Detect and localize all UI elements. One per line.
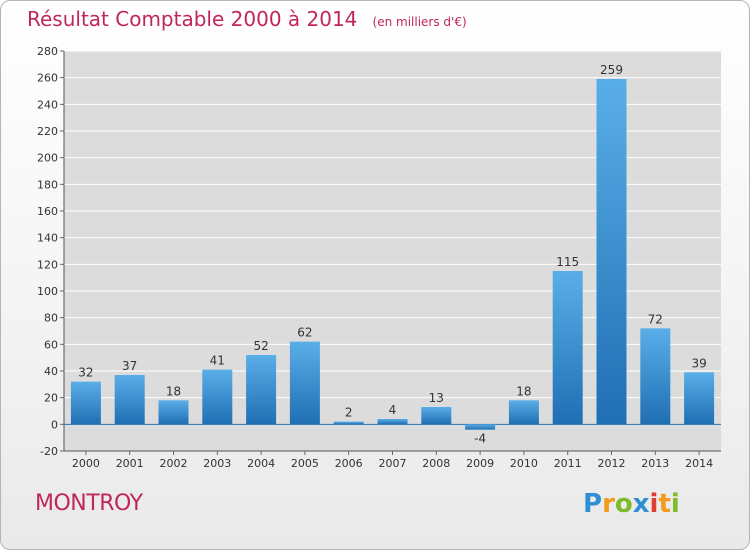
x-tick-label: 2002	[160, 457, 188, 470]
bar	[377, 419, 408, 425]
x-tick-label: 2006	[335, 457, 363, 470]
data-label: 4	[389, 403, 397, 417]
bar	[465, 424, 496, 430]
x-tick-label: 2013	[641, 457, 669, 470]
y-tick-label: 140	[37, 232, 58, 245]
x-tick-label: 2012	[598, 457, 626, 470]
data-label: 62	[297, 326, 312, 340]
y-tick-label: 0	[51, 418, 58, 431]
chart-subtitle: (en milliers d'€)	[372, 15, 467, 29]
bar	[684, 372, 715, 425]
y-tick-label: 260	[37, 72, 58, 85]
bar	[114, 375, 145, 425]
data-label: 18	[166, 384, 181, 398]
y-tick-label: 120	[37, 258, 58, 271]
data-label: 39	[691, 356, 706, 370]
y-tick-label: 100	[37, 285, 58, 298]
bar	[508, 400, 539, 425]
bar	[70, 381, 101, 425]
y-tick-label: 180	[37, 178, 58, 191]
x-tick-label: 2003	[203, 457, 231, 470]
data-label: 115	[556, 255, 579, 269]
y-tick-label: 80	[44, 312, 58, 325]
bar	[333, 421, 364, 425]
y-tick-label: 160	[37, 205, 58, 218]
x-tick-label: 2005	[291, 457, 319, 470]
bar	[640, 328, 671, 425]
bar	[596, 79, 627, 425]
x-tick-label: 2001	[116, 457, 144, 470]
bar	[289, 341, 320, 425]
bar	[158, 400, 189, 425]
chart-title: Résultat Comptable 2000 à 2014	[27, 7, 358, 31]
data-label: 37	[122, 359, 137, 373]
x-tick-label: 2004	[247, 457, 275, 470]
y-tick-label: 40	[44, 365, 58, 378]
x-tick-label: 2014	[685, 457, 713, 470]
y-tick-label: -20	[40, 445, 58, 458]
x-tick-label: 2000	[72, 457, 100, 470]
data-label: 41	[210, 354, 225, 368]
bar	[421, 407, 452, 425]
proxiti-logo: Proxiti	[583, 489, 680, 519]
data-label: 52	[253, 339, 268, 353]
commune-name: MONTROY	[35, 491, 143, 516]
y-tick-label: 220	[37, 125, 58, 138]
data-label: -4	[474, 432, 486, 446]
bar	[246, 355, 277, 425]
x-tick-label: 2010	[510, 457, 538, 470]
x-tick-label: 2011	[554, 457, 582, 470]
y-tick-label: 20	[44, 392, 58, 405]
y-tick-label: 200	[37, 152, 58, 165]
y-tick-label: 280	[37, 45, 58, 58]
data-label: 32	[78, 366, 93, 380]
y-tick-label: 60	[44, 338, 58, 351]
bar	[202, 369, 233, 425]
data-label: 259	[600, 63, 623, 77]
x-tick-label: 2007	[379, 457, 407, 470]
data-label: 18	[516, 384, 531, 398]
bar	[552, 271, 583, 425]
x-tick-label: 2008	[422, 457, 450, 470]
data-label: 13	[429, 391, 444, 405]
data-label: 2	[345, 406, 353, 420]
x-tick-label: 2009	[466, 457, 494, 470]
chart-title-row: Résultat Comptable 2000 à 2014 (en milli…	[27, 7, 467, 31]
y-tick-label: 240	[37, 98, 58, 111]
data-label: 72	[648, 312, 663, 326]
